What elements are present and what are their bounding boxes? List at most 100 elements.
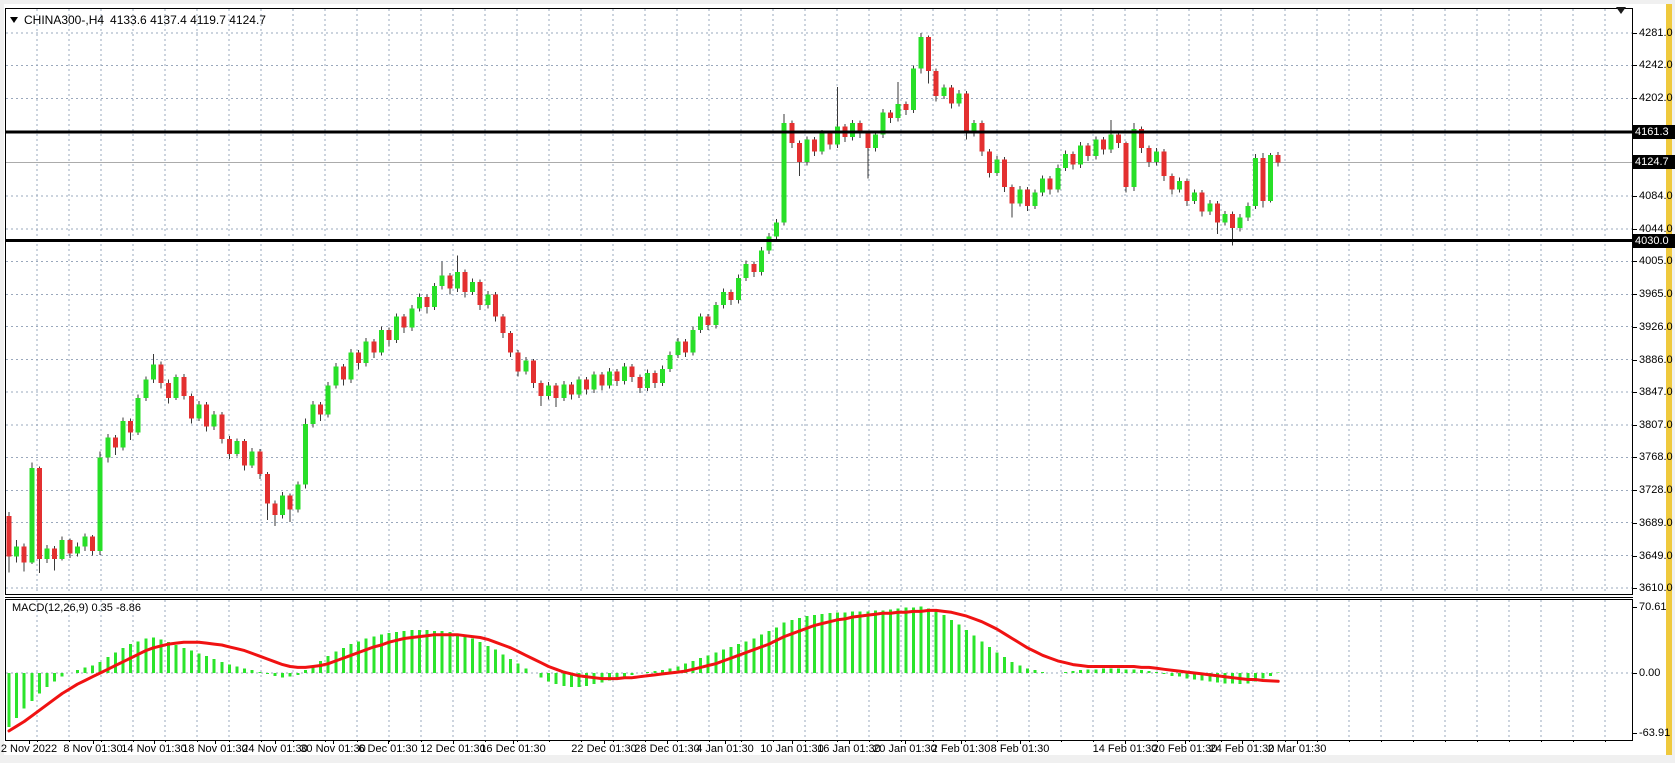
bear-candle: [6, 516, 12, 557]
bull-candle: [211, 414, 217, 427]
time-axis-tick: [1185, 740, 1186, 744]
price-axis-label: 4005.0: [1639, 255, 1673, 268]
bull-candle: [409, 308, 415, 328]
bear-candle: [1024, 189, 1030, 206]
indicator-label: MACD(12,26,9) 0.35 -8.86: [12, 602, 141, 614]
bull-candle: [713, 305, 719, 325]
bull-candle: [82, 536, 88, 547]
time-axis-minor-tick: [1061, 740, 1062, 742]
bull-candle: [310, 404, 316, 425]
bear-candle: [204, 404, 210, 427]
time-axis-tick: [1020, 740, 1021, 744]
bear-candle: [1116, 134, 1122, 144]
bear-candle: [477, 281, 483, 306]
bull-candle: [872, 134, 878, 148]
axis-tick: [1633, 33, 1637, 34]
bear-candle: [1199, 192, 1205, 212]
time-axis-minor-tick: [773, 740, 774, 742]
axis-tick: [1633, 607, 1637, 609]
bull-candle: [804, 139, 810, 163]
bear-candle: [287, 495, 293, 510]
macd-indicator-pane[interactable]: [5, 599, 1633, 741]
bear-candle: [629, 366, 635, 378]
bear-candle: [751, 263, 757, 273]
axis-tick: [1633, 294, 1637, 296]
bear-candle: [36, 468, 42, 560]
axis-tick: [1633, 555, 1637, 557]
time-axis-label: 8 Feb 01:30: [990, 743, 1050, 755]
bull-candle: [1222, 214, 1228, 223]
bull-candle: [1154, 151, 1160, 163]
bear-candle: [52, 548, 58, 560]
price-chart-pane[interactable]: [5, 8, 1633, 595]
bull-candle: [834, 126, 840, 145]
time-axis-label: 24 Feb 01:30: [1209, 743, 1275, 755]
bull-candle: [606, 371, 612, 386]
bull-candle: [363, 341, 369, 364]
bull-candle: [1176, 181, 1182, 190]
bear-candle: [584, 379, 590, 390]
time-axis-minor-tick: [389, 740, 390, 742]
bull-candle: [690, 329, 696, 353]
bull-candle: [1040, 178, 1046, 193]
time-axis-tick: [905, 740, 906, 744]
bear-candle: [1169, 176, 1175, 190]
bull-candle: [1192, 192, 1198, 201]
bull-candle: [971, 123, 977, 134]
chevron-down-icon[interactable]: [10, 17, 18, 23]
bull-candle: [280, 495, 286, 516]
bull-candle: [378, 329, 384, 353]
axis-tick: [1633, 588, 1637, 589]
time-axis-tick: [388, 740, 389, 744]
bear-candle: [1146, 147, 1152, 163]
time-axis-minor-tick: [69, 740, 70, 742]
bull-candle: [325, 385, 331, 415]
time-axis-minor-tick: [485, 740, 486, 742]
pane-separator[interactable]: [5, 597, 1633, 598]
bull-candle: [576, 379, 582, 395]
price-axis-label: 3965.0: [1639, 288, 1673, 301]
time-axis-label: 24 Nov 01:30: [242, 743, 308, 755]
time-axis-tick: [513, 740, 514, 744]
axis-tick: [1633, 195, 1637, 197]
bull-candle: [956, 93, 962, 104]
time-axis-label: 6 Dec 01:30: [358, 743, 418, 755]
bear-candle: [515, 352, 521, 372]
axis-tick: [1633, 673, 1637, 674]
bear-candle: [1070, 153, 1076, 165]
bear-candle: [599, 374, 605, 386]
time-axis-minor-tick: [325, 740, 326, 742]
indicator-value-signal: -8.86: [115, 602, 142, 614]
candles-layer: [6, 33, 1281, 574]
time-axis-minor-tick: [549, 740, 550, 742]
time-axis-label: 10 Jan 01:30: [760, 743, 824, 755]
bear-candle: [90, 536, 96, 551]
time-axis-label: 14 Nov 01:30: [121, 743, 187, 755]
axis-tick: [1633, 326, 1637, 328]
bear-candle: [500, 316, 506, 334]
time-axis-minor-tick: [741, 740, 742, 742]
price-axis-label: 4281.0: [1639, 27, 1673, 39]
time-axis-minor-tick: [1509, 740, 1510, 742]
bear-candle: [242, 440, 248, 466]
bull-candle: [295, 484, 301, 510]
bull-candle: [698, 316, 704, 330]
bear-candle: [728, 291, 734, 301]
bear-candle: [979, 123, 985, 152]
time-axis-label: 4 Jan 01:30: [696, 743, 754, 755]
time-axis-minor-tick: [997, 740, 998, 742]
time-axis-label: 14 Feb 01:30: [1092, 743, 1158, 755]
indicator-value-main: 0.35: [91, 602, 113, 614]
time-axis-minor-tick: [101, 740, 102, 742]
bear-candle: [857, 123, 863, 134]
time-axis-minor-tick: [581, 740, 582, 742]
time-axis-minor-tick: [197, 740, 198, 742]
time-axis-minor-tick: [357, 740, 358, 742]
bull-candle: [910, 68, 916, 110]
chart-shift-marker-icon[interactable]: [1616, 7, 1626, 14]
price-axis-label: 4084.0: [1639, 189, 1673, 202]
bear-candle: [492, 294, 498, 317]
bull-candle: [74, 546, 80, 554]
bear-candle: [21, 546, 27, 563]
